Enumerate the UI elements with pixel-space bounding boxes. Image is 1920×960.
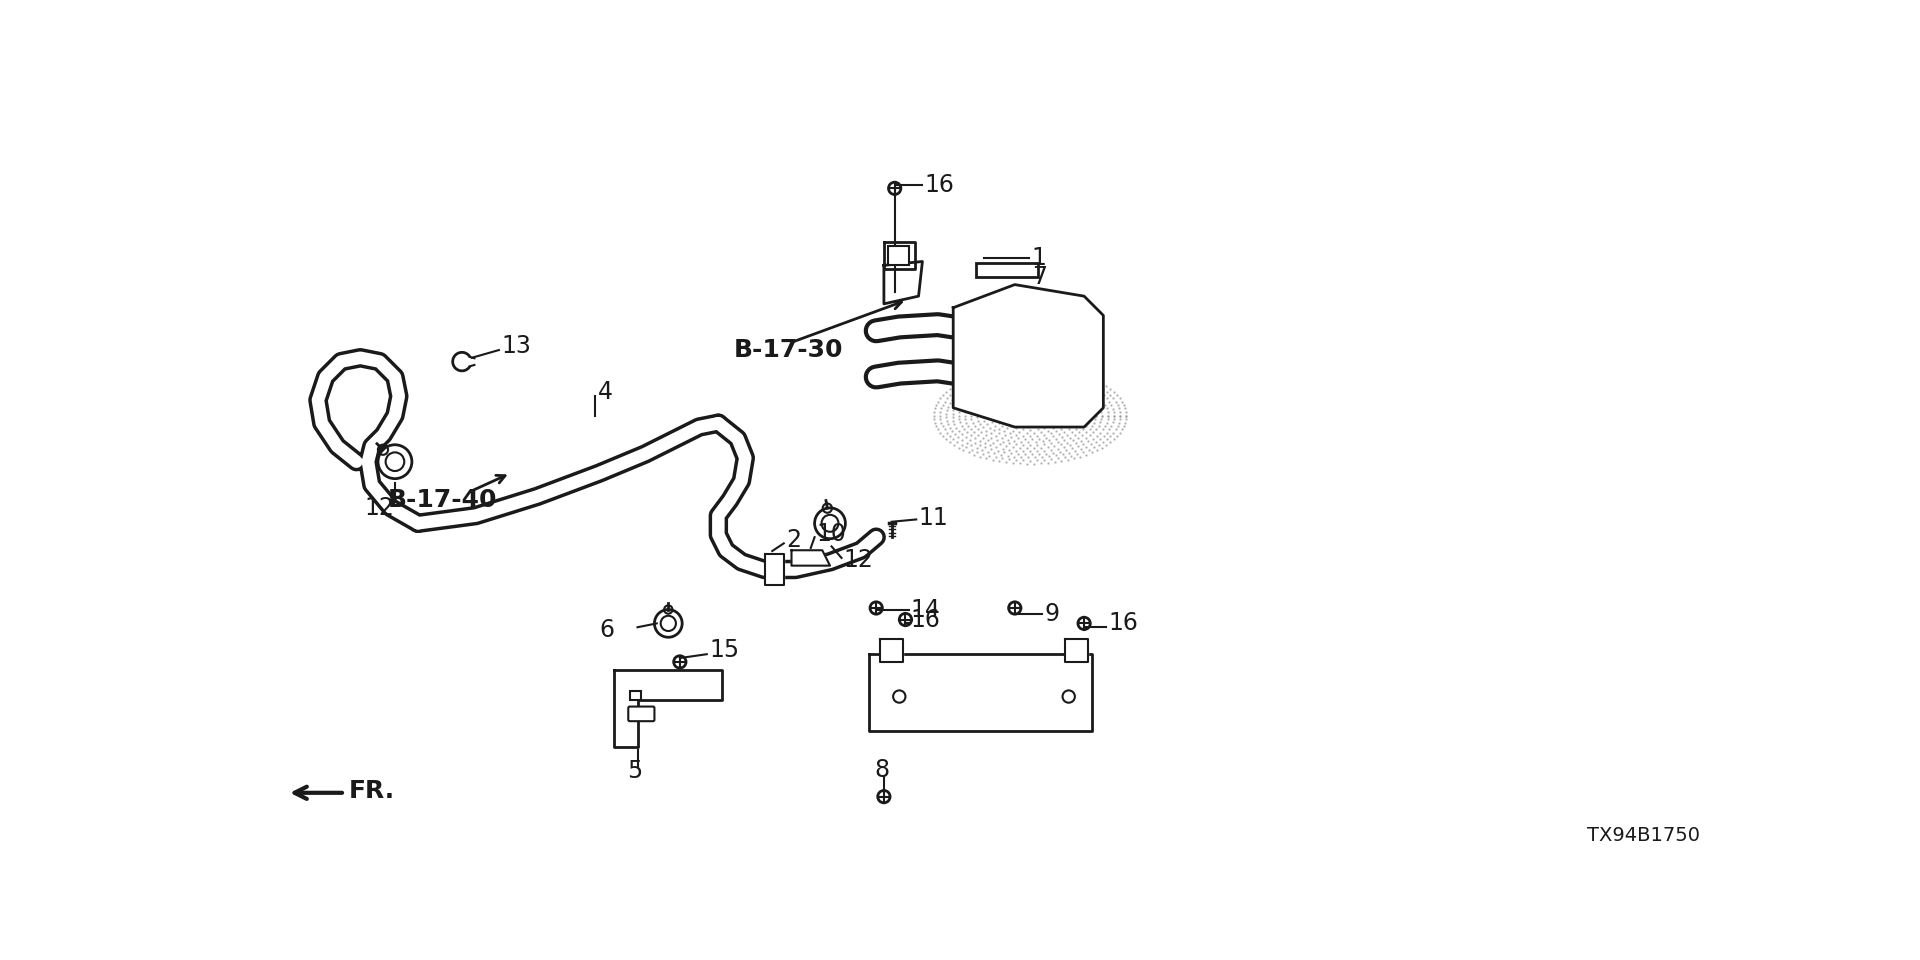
Circle shape <box>386 452 405 471</box>
FancyBboxPatch shape <box>975 263 1039 276</box>
Text: B-17-40: B-17-40 <box>388 489 497 513</box>
Circle shape <box>822 515 839 532</box>
Text: 16: 16 <box>910 608 941 632</box>
Text: 6: 6 <box>599 617 614 641</box>
Text: 12: 12 <box>845 548 874 572</box>
Polygon shape <box>868 654 1092 732</box>
Text: 8: 8 <box>874 757 889 781</box>
Text: 2: 2 <box>785 528 801 552</box>
Text: 16: 16 <box>1108 612 1139 636</box>
Text: B-17-30: B-17-30 <box>733 338 843 362</box>
Text: 14: 14 <box>910 598 941 622</box>
Text: 1: 1 <box>1031 246 1046 270</box>
Text: TX94B1750: TX94B1750 <box>1588 826 1699 845</box>
Text: 5: 5 <box>628 759 643 783</box>
Text: 12: 12 <box>365 496 394 520</box>
Polygon shape <box>791 550 829 565</box>
Text: 13: 13 <box>501 334 532 358</box>
Polygon shape <box>883 242 914 269</box>
Circle shape <box>660 615 676 631</box>
FancyBboxPatch shape <box>628 707 655 721</box>
Text: 10: 10 <box>816 522 847 546</box>
Text: 16: 16 <box>925 173 954 197</box>
Polygon shape <box>614 670 722 747</box>
Polygon shape <box>764 554 783 585</box>
Polygon shape <box>1066 638 1089 661</box>
Text: 7: 7 <box>1031 265 1046 289</box>
FancyBboxPatch shape <box>630 691 641 701</box>
Text: 11: 11 <box>918 506 948 530</box>
Text: 9: 9 <box>1044 602 1060 626</box>
FancyBboxPatch shape <box>887 246 910 265</box>
Text: 4: 4 <box>597 380 612 404</box>
Text: FR.: FR. <box>349 780 396 804</box>
Polygon shape <box>883 261 922 304</box>
Polygon shape <box>879 638 902 661</box>
Text: 15: 15 <box>708 638 739 662</box>
Polygon shape <box>952 284 1104 427</box>
